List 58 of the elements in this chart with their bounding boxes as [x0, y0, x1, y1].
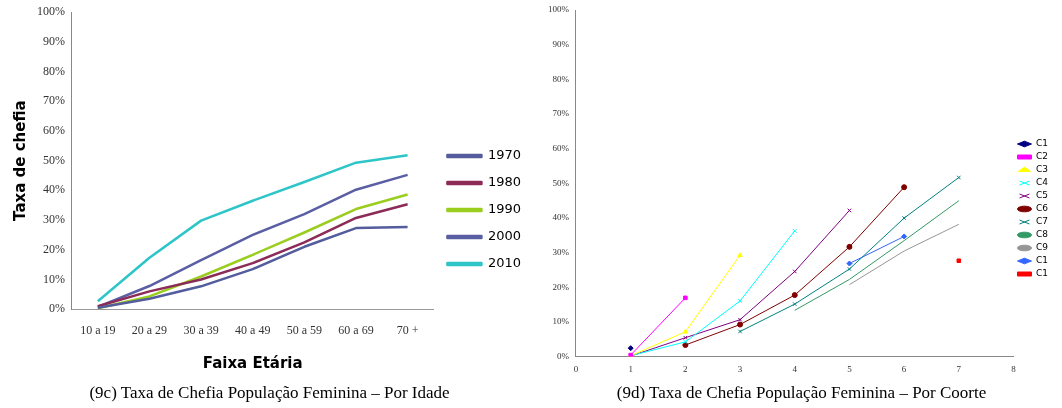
y-tick-label: 20%	[43, 241, 65, 256]
x-tick-label: 30 a 39	[183, 322, 219, 337]
y-tick-label: 70%	[43, 93, 65, 108]
legend-label: 2000	[487, 228, 522, 244]
legend-label: C9	[1035, 242, 1049, 253]
x-tick-label: 5	[847, 363, 853, 374]
y-tick-label: 100%	[37, 4, 65, 19]
x-tick-label: 1	[628, 363, 633, 374]
legend-label: 2010	[487, 255, 522, 271]
x-tick-label: 3	[737, 363, 743, 374]
x-tick-label: 7	[956, 363, 962, 374]
legend-label: C5	[1035, 190, 1049, 201]
y-tick-label: 0%	[49, 301, 65, 316]
legend-label: 1970	[487, 147, 522, 163]
y-tick-label: 0%	[557, 351, 570, 362]
y-tick-label: 30%	[552, 247, 570, 258]
x-tick-label: 8	[1011, 363, 1017, 374]
x-tick-label: 60 a 69	[338, 322, 374, 337]
y-tick-label: 50%	[43, 152, 65, 167]
y-tick-label: 90%	[552, 39, 570, 50]
legend-label: C1	[1035, 138, 1049, 149]
legend-label: C2	[1035, 151, 1049, 162]
legend-label: C4	[1035, 177, 1049, 188]
y-tick-label: 80%	[552, 73, 570, 84]
legend-label: C8	[1035, 229, 1049, 240]
legend-label: C3	[1035, 164, 1049, 175]
x-axis-title: Faixa Etária	[202, 354, 303, 373]
x-tick-label: 20 a 29	[131, 322, 168, 337]
x-tick-label: 2	[683, 363, 688, 374]
legend-label: C1	[1035, 255, 1049, 266]
y-tick-label: 40%	[43, 182, 65, 197]
x-tick-label: 70 +	[396, 322, 419, 337]
x-tick-label: 50 a 59	[286, 322, 322, 337]
y-tick-label: 70%	[552, 108, 570, 119]
x-tick-label: 10 a 19	[80, 322, 116, 337]
legend-label: 1990	[487, 201, 522, 217]
legend-label: C6	[1035, 203, 1049, 214]
y-tick-label: 50%	[552, 177, 570, 188]
y-tick-label: 10%	[552, 316, 570, 327]
x-tick-label: 6	[901, 363, 907, 374]
y-axis-title: Taxa de chefia	[10, 100, 29, 221]
y-tick-label: 90%	[43, 33, 65, 48]
y-tick-label: 80%	[43, 63, 65, 78]
y-tick-label: 10%	[43, 271, 65, 286]
x-tick-label: 4	[792, 363, 798, 374]
y-tick-label: 20%	[552, 281, 570, 292]
legend-label: C7	[1035, 216, 1049, 227]
legend-label: 1980	[487, 174, 522, 190]
text: (9c) Taxa de Chefia População Feminina – Por Idade	[89, 383, 450, 403]
y-tick-label: 60%	[43, 123, 65, 138]
y-tick-label: 40%	[552, 212, 570, 223]
legend-label: C1	[1035, 268, 1049, 279]
y-tick-label: 100%	[548, 4, 570, 15]
text: (9d) Taxa de Chefia População Feminina – Por Coorte	[616, 383, 987, 403]
x-tick-label: 40 a 49	[235, 322, 271, 337]
x-tick-label: 0	[573, 363, 579, 374]
y-tick-label: 30%	[43, 212, 65, 227]
y-tick-label: 60%	[552, 143, 570, 154]
